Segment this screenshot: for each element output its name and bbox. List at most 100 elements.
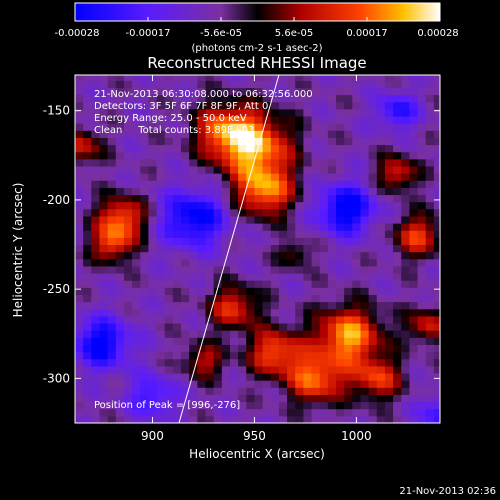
heat-cell [352, 351, 361, 360]
heat-cell [417, 387, 427, 395]
heat-cell [123, 215, 133, 224]
heat-cell [148, 394, 158, 403]
heat-cell [156, 237, 166, 246]
heat-cell [156, 394, 166, 403]
heat-cell [262, 394, 272, 403]
heat-cell [360, 344, 370, 353]
heat-cell [107, 415, 117, 423]
heat-cell [254, 237, 264, 246]
heat-cell [262, 151, 272, 160]
heat-cell [433, 166, 440, 174]
heat-cell [148, 123, 158, 131]
heat-cell [132, 323, 141, 331]
heat-cell [409, 123, 419, 131]
heat-cell [229, 208, 239, 217]
heat-cell [368, 123, 378, 131]
heat-cell [311, 330, 321, 338]
heat-cell [205, 258, 215, 267]
heat-cell [123, 80, 133, 88]
heat-cell [99, 187, 109, 196]
heat-cell [368, 94, 378, 103]
heat-cell [156, 273, 166, 281]
heat-cell [229, 387, 239, 395]
heat-cell [376, 351, 386, 360]
heat-cell [287, 315, 296, 324]
heat-cell [384, 401, 394, 410]
heat-cell [376, 87, 386, 96]
heat-cell [75, 301, 84, 310]
heat-cell [75, 380, 84, 388]
heat-cell [91, 144, 100, 153]
heat-cell [156, 294, 166, 303]
heat-cell [205, 237, 215, 246]
heat-cell [197, 230, 207, 238]
heat-cell [115, 344, 125, 353]
heat-cell [189, 401, 198, 410]
heat-cell [287, 108, 296, 117]
heat-cell [336, 194, 345, 203]
heat-cell [352, 380, 361, 388]
heat-cell [197, 401, 207, 410]
heat-cell [295, 408, 304, 417]
heat-cell [336, 258, 345, 267]
heat-cell [376, 144, 386, 153]
heat-cell [393, 273, 402, 281]
heat-cell [303, 380, 313, 388]
heat-cell [368, 87, 378, 96]
heat-cell [417, 108, 427, 117]
heat-cell [262, 287, 272, 296]
heat-cell [401, 166, 410, 174]
heat-cell [327, 280, 337, 288]
heat-cell [246, 166, 255, 174]
heat-cell [401, 308, 410, 317]
heat-cell [344, 287, 353, 296]
heat-cell [376, 223, 386, 231]
heat-cell [172, 380, 182, 388]
heat-cell [107, 380, 117, 388]
heat-cell [327, 223, 337, 231]
heat-cell [181, 315, 190, 324]
heat-cell [303, 273, 313, 281]
heat-cell [132, 130, 141, 138]
heat-cell [368, 308, 378, 317]
heat-cell [409, 351, 419, 360]
heat-cell [319, 158, 329, 167]
heat-cell [221, 401, 231, 410]
heat-cell [417, 208, 427, 217]
heat-cell [181, 75, 190, 81]
heat-cell [336, 365, 345, 374]
heat-cell [83, 244, 92, 253]
heat-cell [164, 194, 174, 203]
heat-cell [156, 130, 166, 138]
heat-cell [156, 123, 166, 131]
heat-cell [295, 223, 304, 231]
heat-cell [270, 301, 280, 310]
heat-cell [172, 80, 182, 88]
heat-cell [409, 287, 419, 296]
heat-cell [393, 280, 402, 288]
heat-cell [254, 351, 264, 360]
heat-cell [148, 151, 158, 160]
heat-cell [360, 130, 370, 138]
heat-cell [229, 180, 239, 188]
heat-cell [83, 201, 92, 210]
heat-cell [303, 130, 313, 138]
heat-cell [287, 294, 296, 303]
heat-cell [311, 315, 321, 324]
heat-cell [140, 394, 149, 403]
heat-cell [140, 337, 149, 345]
heat-cell [197, 151, 207, 160]
heat-cell [83, 151, 92, 160]
heat-cell [172, 123, 182, 131]
heat-cell [213, 144, 223, 153]
heat-cell [417, 330, 427, 338]
heat-cell [295, 166, 304, 174]
heat-cell [229, 223, 239, 231]
heat-cell [246, 223, 255, 231]
colorbar-tick-label: -5.6e-05 [200, 28, 242, 39]
heat-cell [205, 244, 215, 253]
heat-cell [221, 173, 231, 181]
heat-cell [287, 130, 296, 138]
heat-cell [132, 208, 141, 217]
heat-cell [433, 80, 440, 88]
